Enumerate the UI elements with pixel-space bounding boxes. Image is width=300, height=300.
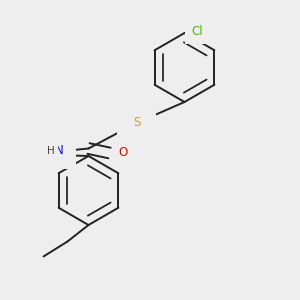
Text: O: O (118, 146, 128, 160)
Text: N: N (55, 144, 64, 158)
Text: S: S (133, 116, 140, 130)
Text: H: H (47, 146, 55, 156)
Text: Cl: Cl (191, 25, 203, 38)
